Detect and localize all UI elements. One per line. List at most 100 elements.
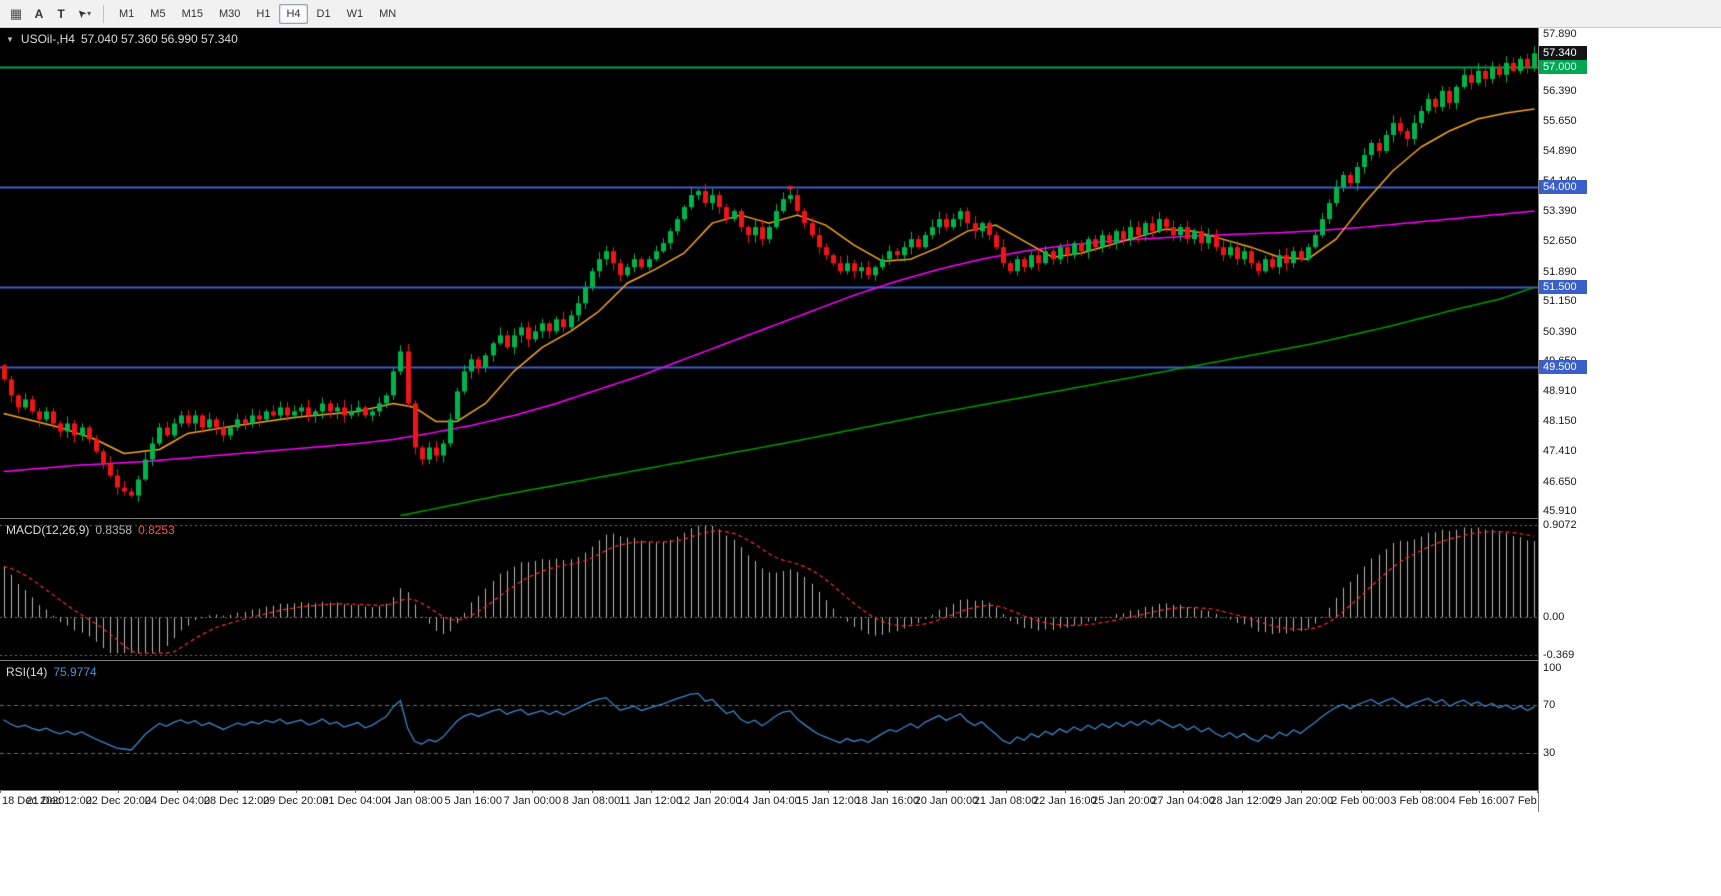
time-tick — [1065, 790, 1066, 793]
grid-icon[interactable]: ▦ — [9, 5, 23, 21]
text-label-t-button[interactable]: T — [57, 6, 65, 21]
time-axis-label: 15 Jan 12:00 — [796, 795, 860, 807]
price-badge: 57.340 — [1539, 46, 1587, 61]
cursor-tool-button[interactable]: ➤ ▾ — [73, 4, 95, 24]
price-badge: 49.500 — [1539, 360, 1587, 375]
time-tick — [1006, 790, 1007, 793]
price-tick-label: 46.650 — [1543, 475, 1577, 488]
time-tick — [59, 790, 60, 793]
time-axis-label: 24 Dec 04:00 — [144, 795, 211, 807]
chart-area: ▼ USOil-,H4 57.040 57.360 56.990 57.340 … — [0, 28, 1721, 812]
timeframe-button-d1[interactable]: D1 — [316, 7, 331, 20]
time-axis-label: 12 Jan 20:00 — [678, 795, 742, 807]
one-click-trading-toggle[interactable]: ▼ — [6, 34, 14, 44]
macd-axis-label: 0.9072 — [1543, 518, 1577, 531]
time-tick — [473, 790, 474, 793]
time-tick — [118, 790, 119, 793]
time-axis-label: 5 Jan 16:00 — [444, 795, 502, 807]
rsi-axis-label: 100 — [1543, 662, 1562, 675]
macd-axis-label: -0.369 — [1543, 649, 1575, 662]
time-axis-label: 28 Dec 12:00 — [203, 795, 270, 807]
panel-separator[interactable] — [0, 518, 1721, 519]
time-tick — [1420, 790, 1421, 793]
rsi-label: RSI(14) — [6, 665, 48, 679]
price-tick-label: 54.890 — [1543, 145, 1577, 158]
time-tick — [769, 790, 770, 793]
main-chart-canvas[interactable] — [0, 28, 1538, 518]
price-tick-label: 50.390 — [1543, 325, 1577, 338]
price-tick-label: 57.890 — [1543, 28, 1577, 40]
time-axis-label: 22 Dec 20:00 — [85, 795, 152, 807]
price-tick-label: 47.410 — [1543, 445, 1577, 458]
time-tick — [1183, 790, 1184, 793]
price-tick-label: 48.910 — [1543, 384, 1577, 397]
time-tick — [887, 790, 888, 793]
main-chart-panel: ▼ USOil-,H4 57.040 57.360 56.990 57.340 — [0, 28, 1538, 518]
timeframe-button-mn[interactable]: MN — [379, 7, 397, 20]
price-tick-label: 52.650 — [1543, 235, 1577, 248]
time-axis[interactable]: 18 Dec 2020 21 Dec 12:00 22 Dec 20:00 24 De… — [0, 790, 1567, 812]
time-tick — [1242, 790, 1243, 793]
timeframe-button-m1[interactable]: M1 — [119, 7, 135, 20]
price-tick-label: 51.150 — [1543, 295, 1577, 308]
rsi-axis-label: 70 — [1543, 698, 1556, 711]
macd-label: MACD(12,26,9) — [6, 523, 90, 537]
rsi-canvas[interactable] — [0, 661, 1538, 790]
timeframe-button-m15[interactable]: M15 — [181, 7, 203, 20]
timeframe-button-h1[interactable]: H1 — [256, 7, 271, 20]
plot-column: ▼ USOil-,H4 57.040 57.360 56.990 57.340 … — [0, 28, 1567, 812]
chart-header: ▼ USOil-,H4 57.040 57.360 56.990 57.340 — [6, 32, 238, 46]
time-tick — [355, 790, 356, 793]
macd-header: MACD(12,26,9) 0.8358 0.8253 — [6, 523, 175, 537]
macd-canvas[interactable] — [0, 519, 1538, 660]
time-axis-label: 18 Dec 2020 — [2, 795, 65, 807]
time-axis-label: 21 Dec 12:00 — [26, 795, 92, 807]
time-tick — [592, 790, 593, 793]
time-axis-label: 25 Jan 20:00 — [1092, 795, 1156, 807]
chevron-down-icon: ▾ — [87, 9, 92, 18]
macd-main-value: 0.8358 — [95, 523, 133, 537]
time-axis-label: 18 Jan 16:00 — [855, 795, 920, 807]
panel-separator — [0, 790, 1721, 791]
time-axis-label: 29 Dec 20:00 — [263, 795, 329, 807]
price-tick-label: 45.910 — [1543, 505, 1577, 518]
macd-signal-value: 0.8253 — [138, 523, 175, 537]
price-badge: 57.000 — [1539, 59, 1587, 74]
time-axis-label: 3 Feb 08:00 — [1390, 795, 1450, 807]
time-tick — [1479, 790, 1480, 793]
timeframe-button-m30[interactable]: M30 — [218, 7, 241, 20]
timeframe-button-m5[interactable]: M5 — [150, 7, 166, 20]
time-tick — [0, 790, 1, 793]
timeframe-bar: M1 M5 M15 M30 H1 H4 D1 W1 MN — [112, 3, 403, 24]
price-badge: 54.000 — [1539, 180, 1587, 195]
time-tick — [710, 790, 711, 793]
time-tick — [532, 790, 533, 793]
rsi-panel: RSI(14) 75.9774 — [0, 661, 1538, 790]
macd-panel: MACD(12,26,9) 0.8358 0.8253 — [0, 519, 1538, 660]
text-annotation-a-button[interactable]: A — [34, 6, 44, 21]
cursor-icon: ➤ — [74, 5, 90, 21]
time-tick — [414, 790, 415, 793]
price-tick-label: 48.150 — [1543, 415, 1577, 428]
time-axis-label: 31 Dec 04:00 — [322, 795, 388, 807]
time-axis-label: 29 Jan 20:00 — [1269, 795, 1334, 807]
ohlc-values: 57.040 57.360 56.990 57.340 — [80, 32, 238, 46]
rsi-value: 75.9774 — [53, 665, 97, 679]
time-tick — [237, 790, 238, 793]
time-axis-label: 11 Jan 12:00 — [619, 795, 683, 807]
time-tick — [946, 790, 947, 793]
price-axis[interactable]: 57.89057.14056.39055.65054.89054.14053.3… — [1538, 28, 1721, 812]
time-tick — [296, 790, 297, 793]
time-tick — [1537, 790, 1538, 793]
time-tick — [1301, 790, 1302, 793]
timeframe-button-w1[interactable]: W1 — [346, 7, 364, 20]
time-tick — [1361, 790, 1362, 793]
timeframe-button-h4[interactable]: H4 — [279, 3, 308, 24]
price-tick-label: 56.390 — [1543, 85, 1577, 98]
panel-separator[interactable] — [0, 660, 1721, 661]
time-axis-label: 27 Jan 04:00 — [1151, 795, 1215, 807]
time-tick — [828, 790, 829, 793]
price-tick-label: 55.650 — [1543, 114, 1577, 127]
time-axis-label: 4 Jan 08:00 — [385, 795, 443, 807]
